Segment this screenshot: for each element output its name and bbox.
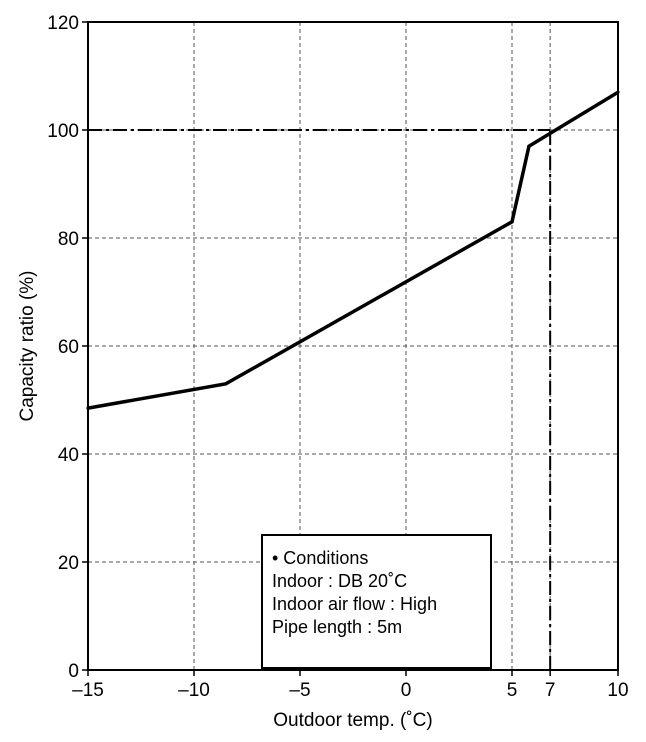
x-tick-label-0: –15 [72,680,104,701]
capacity-curve [87,90,619,410]
x-tick-label-6: 10 [607,680,628,701]
x-tick-label-3: 0 [401,680,412,701]
conditions-heading: • Conditions [272,548,368,568]
reference-lines [88,129,552,670]
y-tick-label-6: 120 [47,13,79,34]
conditions-indoor: Indoor : DB 20˚C [272,571,407,591]
conditions-air-flow: Indoor air flow : High [272,594,437,614]
x-axis-title: Outdoor temp. (˚C) [273,710,432,731]
y-tick-label-3: 60 [58,337,79,358]
x-tick-label-4: 5 [507,680,518,701]
y-tick-label-5: 100 [47,121,79,142]
conditions-pipe-length: Pipe length : 5m [272,617,402,637]
y-tick-label-1: 20 [58,553,79,574]
y-tick-label-2: 40 [58,445,79,466]
curve-point-3 [527,144,531,148]
conditions-box-frame [261,534,492,669]
curve-point-2 [510,220,514,224]
x-tick-label-2: –5 [289,680,310,701]
y-tick-label-0: 0 [68,661,79,682]
x-tick-label-5: 7 [545,680,556,701]
x-tick-label-1: –10 [178,680,210,701]
y-tick-label-4: 80 [58,229,79,250]
y-axis-title: Capacity ratio (%) [17,271,38,422]
series-layer [86,90,620,410]
conditions-box: • Conditions Indoor : DB 20˚C Indoor air… [261,534,492,669]
curve-point-1 [224,382,228,386]
